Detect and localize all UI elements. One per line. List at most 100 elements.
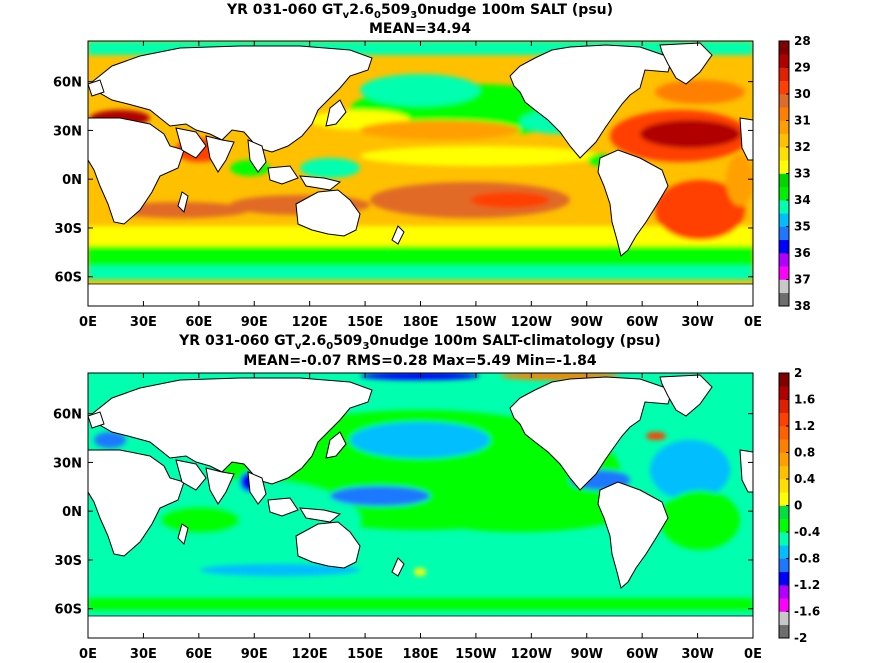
panel2-title: YR 031-060 GTv2.6050930nudge 100m SALT-c…	[178, 333, 661, 352]
x-tick-label: 60W	[626, 647, 658, 662]
colorbar-swatch	[779, 373, 789, 387]
x-tick-label: 90W	[571, 315, 603, 330]
x-ticks: 0E 30E 60E 90E 120E 150E 180E 150W 120W 90W 60W 30W…	[79, 41, 762, 330]
colorbar-tick-label: 36	[794, 246, 811, 260]
x-tick-label: 150E	[347, 315, 383, 330]
colorbar-tick-label: 31	[794, 114, 811, 128]
y-tick-label: 30S	[55, 222, 82, 237]
x-ticks: 0E 30E 60E 90E 120E 150E 180E 150W 120W 90W 60W 30W…	[79, 373, 762, 662]
x-tick-label: 0E	[79, 647, 97, 662]
colorbar-tick-label: 33	[794, 167, 811, 181]
y-tick-label: 30N	[53, 124, 82, 139]
colorbar-tick-label: 37	[794, 273, 811, 287]
colorbar-swatch	[779, 558, 789, 573]
colorbar-tick-label: -0.8	[794, 552, 820, 566]
y-tick-label: 60S	[55, 271, 82, 286]
y-tick-label: 60N	[53, 408, 82, 423]
colorbar-swatch	[779, 253, 789, 267]
x-tick-label: 0E	[744, 315, 762, 330]
salinity-map	[88, 41, 753, 306]
colorbar-tick-label: 0	[794, 499, 802, 513]
x-tick-label: 120E	[292, 647, 328, 662]
colorbar-tick-label: 35	[794, 220, 811, 234]
x-tick-label: 0E	[744, 647, 762, 662]
colorbar-swatch	[779, 200, 789, 214]
colorbar: 2 1.6 1.2 0.8 0.4 0 -0.4 -0.8 -1.2 -1.6 -2	[778, 366, 820, 645]
colorbar-swatch	[779, 532, 789, 546]
colorbar-swatch	[779, 386, 789, 400]
colorbar-swatch	[779, 239, 789, 254]
colorbar-swatch	[779, 399, 789, 414]
panel1-title: YR 031-060 GTv2.6050930nudge 100m SALT (…	[226, 2, 613, 21]
colorbar-swatch	[779, 571, 789, 586]
colorbar-tick-label: -0.4	[794, 525, 820, 539]
x-tick-label: 60W	[626, 315, 658, 330]
colorbar-tick-label: 30	[794, 87, 811, 101]
colorbar-swatch	[779, 624, 789, 639]
x-tick-label: 60E	[185, 647, 212, 662]
x-tick-label: 180E	[402, 647, 438, 662]
panel2-subtitle: MEAN=-0.07 RMS=0.28 Max=5.49 Min=-1.84	[243, 353, 597, 369]
x-tick-label: 90W	[571, 647, 603, 662]
x-tick-label: 120E	[292, 315, 328, 330]
colorbar-swatch	[779, 292, 789, 307]
colorbar-swatch	[779, 412, 789, 427]
colorbar-swatch	[779, 545, 789, 559]
x-tick-label: 60E	[185, 315, 212, 330]
x-tick-label: 90E	[241, 315, 268, 330]
colorbar-swatch	[779, 279, 789, 294]
colorbar-tick-label: 34	[794, 193, 811, 207]
x-tick-label: 150W	[455, 315, 496, 330]
x-tick-label: 150E	[347, 647, 383, 662]
colorbar-swatch	[779, 160, 789, 174]
x-tick-label: 30W	[681, 315, 713, 330]
panel-1: YR 031-060 GTv2.6050930nudge 100m SALT (…	[53, 2, 811, 330]
y-ticks: 60N 30N 0N 30S 60S	[53, 76, 753, 286]
x-tick-label: 90E	[241, 647, 268, 662]
y-ticks: 60N 30N 0N 30S 60S	[53, 408, 753, 618]
colorbar-swatch	[779, 120, 789, 135]
colorbar-swatch	[779, 505, 789, 520]
colorbar-tick-label: 38	[794, 299, 811, 313]
colorbar-tick-label: 28	[794, 34, 811, 48]
colorbar-tick-label: 32	[794, 140, 811, 154]
colorbar-swatch	[779, 186, 789, 201]
colorbar-tick-label: 1.6	[794, 393, 815, 407]
x-tick-label: 120W	[511, 315, 552, 330]
colorbar-tick-label: 1.2	[794, 419, 815, 433]
y-tick-label: 60S	[55, 603, 82, 618]
colorbar-tick-label: -1.2	[794, 578, 820, 592]
colorbar-swatch	[779, 426, 789, 440]
colorbar-tick-label: 0.8	[794, 446, 815, 460]
x-tick-label: 180E	[402, 315, 438, 330]
x-tick-label: 150W	[455, 647, 496, 662]
colorbar-swatch	[779, 133, 789, 148]
colorbar-swatch	[779, 54, 789, 68]
colorbar-swatch	[779, 465, 789, 480]
colorbar-swatch	[779, 611, 789, 626]
y-tick-label: 0N	[62, 173, 82, 188]
colorbar-swatch	[779, 452, 789, 467]
x-tick-label: 30E	[130, 315, 157, 330]
colorbar-swatch	[779, 147, 789, 161]
colorbar-swatch	[779, 598, 789, 612]
x-tick-label: 30E	[130, 647, 157, 662]
y-tick-label: 0N	[62, 505, 82, 520]
x-tick-label: 0E	[79, 315, 97, 330]
panel-2: YR 031-060 GTv2.6050930nudge 100m SALT-c…	[53, 333, 820, 662]
colorbar-swatch	[779, 213, 789, 227]
colorbar: 28 29 30 31 32 33 34 35 36 37 38	[778, 34, 811, 313]
colorbar-swatch	[779, 585, 789, 599]
colorbar-swatch	[779, 107, 789, 121]
difference-map	[88, 373, 753, 638]
colorbar-swatch	[779, 67, 789, 82]
y-tick-label: 30S	[55, 554, 82, 569]
colorbar-tick-label: 0.4	[794, 472, 815, 486]
colorbar-swatch	[779, 266, 789, 280]
panel1-subtitle: MEAN=34.94	[369, 21, 471, 37]
colorbar-tick-label: 29	[794, 61, 811, 75]
colorbar-swatch	[779, 439, 789, 453]
colorbar-swatch	[779, 226, 789, 241]
colorbar-tick-label: -1.6	[794, 605, 820, 619]
